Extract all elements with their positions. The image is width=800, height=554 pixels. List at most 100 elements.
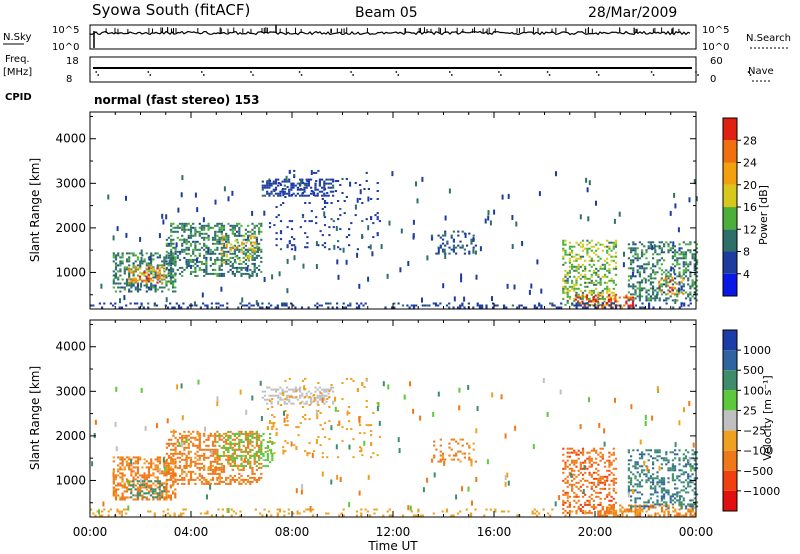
range-cell (448, 306, 451, 309)
range-cell (332, 402, 335, 405)
range-cell (292, 186, 295, 189)
range-cell (158, 458, 162, 461)
range-cell (150, 282, 153, 285)
colorbar-segment (723, 140, 737, 163)
range-cell (669, 275, 672, 278)
range-cell (121, 262, 124, 265)
range-cell (321, 394, 324, 397)
range-cell (277, 184, 280, 187)
range-cell (141, 474, 144, 477)
range-cell (238, 248, 241, 251)
range-cell (588, 259, 591, 262)
range-cell (202, 302, 205, 305)
range-cell (301, 182, 305, 184)
range-cell (566, 287, 569, 290)
range-cell (656, 449, 659, 452)
range-cell (321, 428, 324, 431)
range-cell (345, 196, 348, 198)
range-cell (121, 480, 124, 483)
range-cell (652, 493, 655, 496)
scatter-cell (460, 273, 463, 279)
scatter-cell (201, 292, 204, 298)
range-cell (603, 297, 607, 300)
range-cell (138, 275, 142, 278)
range-cell (107, 514, 110, 517)
range-cell (240, 268, 243, 271)
range-cell (119, 286, 122, 289)
range-cell (630, 495, 633, 498)
range-cell (452, 238, 455, 241)
range-cell (149, 279, 152, 282)
range-cell (608, 295, 611, 298)
range-cell (647, 299, 650, 302)
range-cell (669, 273, 672, 276)
range-cell (321, 456, 324, 459)
scatter-cell (391, 171, 394, 177)
power-colorbar-label: Power [dB] (757, 185, 770, 245)
range-cell (599, 303, 602, 306)
range-cell (571, 265, 574, 268)
range-cell (601, 505, 604, 508)
range-cell (279, 392, 282, 395)
range-cell (227, 461, 230, 464)
range-cell (687, 510, 690, 513)
nave-dot (498, 71, 500, 73)
range-cell (238, 259, 242, 262)
range-cell (284, 398, 287, 400)
range-cell (220, 272, 223, 275)
range-cell (319, 392, 322, 394)
range-cell (133, 302, 137, 305)
range-cell (610, 291, 613, 294)
range-cell (573, 473, 576, 476)
range-cell (676, 263, 679, 266)
range-cell (638, 273, 641, 276)
range-cell (649, 283, 652, 286)
cpid-value: normal (fast stereo) 153 (94, 93, 260, 107)
range-cell (315, 222, 318, 225)
range-cell (156, 271, 159, 274)
scatter-cell (412, 219, 415, 225)
range-cell (206, 306, 209, 309)
range-cell (194, 262, 197, 265)
range-cell (603, 273, 607, 276)
range-cell (643, 245, 646, 248)
range-cell (303, 402, 306, 405)
scatter-cell (165, 254, 168, 260)
range-cell (658, 259, 661, 262)
range-cell (503, 510, 506, 513)
range-cell (198, 234, 201, 237)
range-cell (247, 437, 250, 439)
range-cell (281, 180, 284, 183)
range-cell (663, 279, 666, 282)
range-cell (128, 496, 131, 499)
range-cell (321, 190, 324, 193)
range-cell (134, 494, 137, 497)
scatter-cell (367, 276, 370, 282)
range-cell (693, 512, 697, 515)
range-cell (305, 402, 308, 405)
range-cell (181, 274, 184, 277)
range-cell (671, 479, 674, 482)
range-cell (258, 230, 261, 233)
range-cell (588, 281, 591, 284)
range-cell (272, 388, 275, 391)
range-cell (316, 402, 319, 405)
range-cell (579, 297, 582, 300)
range-cell (169, 276, 172, 279)
range-cell (167, 470, 171, 473)
range-cell (227, 436, 230, 439)
range-cell (281, 388, 284, 391)
range-cell (452, 454, 455, 457)
range-cell (233, 435, 236, 437)
range-cell (352, 438, 355, 441)
range-cell (573, 451, 576, 454)
range-cell (132, 476, 135, 479)
range-cell (292, 192, 295, 195)
range-cell (234, 247, 237, 250)
range-cell (638, 510, 642, 513)
range-cell (680, 495, 683, 498)
range-cell (182, 508, 185, 511)
range-cell (136, 256, 140, 259)
scatter-cell (595, 200, 597, 206)
scatter-cell (491, 296, 493, 302)
